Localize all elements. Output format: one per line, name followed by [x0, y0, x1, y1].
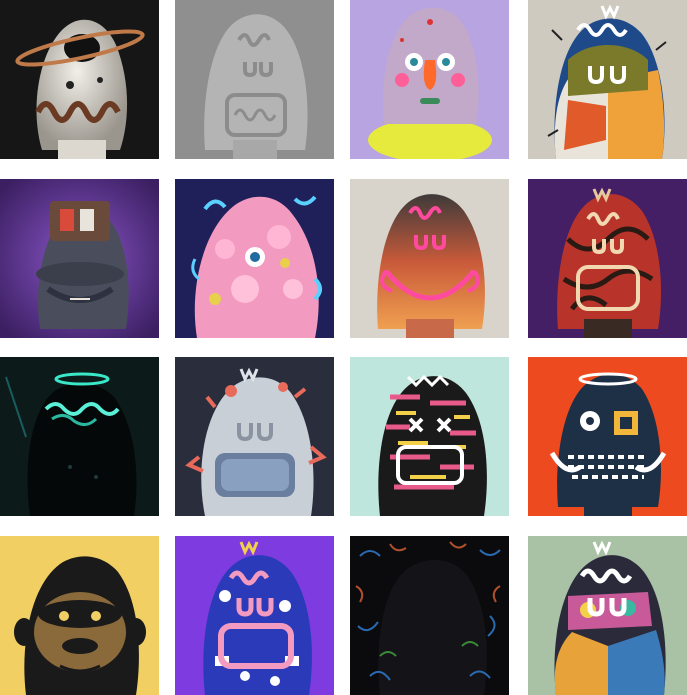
gallery-tile-7[interactable] [350, 179, 509, 338]
gallery-tile-12[interactable] [528, 357, 687, 516]
pink-blob-bust-image [175, 179, 334, 338]
gallery-tile-10[interactable] [175, 357, 334, 516]
crystal-bust-image [175, 357, 334, 516]
orange-graphic-bust-image [528, 357, 687, 516]
blue-icons-bust-image [175, 536, 334, 695]
dark-squiggle-bust-image [350, 536, 509, 695]
gallery-tile-3[interactable] [350, 0, 509, 159]
smoky-purple-bust-image [0, 179, 159, 338]
gallery-tile-1[interactable] [0, 0, 159, 159]
gallery-tile-14[interactable] [175, 536, 334, 695]
grey-clay-bust-image [175, 0, 334, 159]
collage-bust-image [528, 536, 687, 695]
orange-texture-bust-image [350, 179, 509, 338]
gallery-tile-6[interactable] [175, 179, 334, 338]
gallery-tile-2[interactable] [175, 0, 334, 159]
gallery-tile-8[interactable] [528, 179, 687, 338]
patchwork-bust-image [528, 0, 687, 159]
red-swirl-bust-image [528, 179, 687, 338]
gorilla-bust-image [0, 536, 159, 695]
typography-bust-image [350, 357, 509, 516]
gallery-tile-11[interactable] [350, 357, 509, 516]
neon-dark-bust-image [0, 357, 159, 516]
gallery-tile-5[interactable] [0, 179, 159, 338]
gallery-tile-16[interactable] [528, 536, 687, 695]
gallery-tile-13[interactable] [0, 536, 159, 695]
gallery-tile-4[interactable] [528, 0, 687, 159]
gallery-tile-15[interactable] [350, 536, 509, 695]
colorful-face-bust-image [350, 0, 509, 159]
chrome-ufo-bust-image [0, 0, 159, 159]
gallery-tile-9[interactable] [0, 357, 159, 516]
